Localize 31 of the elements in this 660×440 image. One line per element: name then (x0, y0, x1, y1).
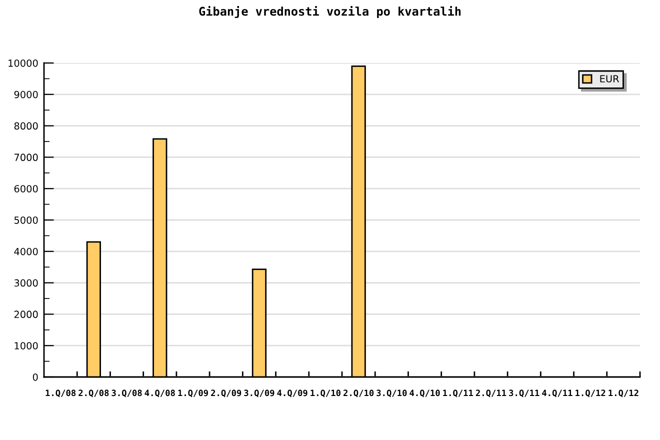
legend-label: EUR (600, 75, 620, 82)
x-tick-label: 4.Q/09 (277, 390, 308, 398)
x-tick-label: 1.Q/08 (46, 390, 76, 398)
y-tick-label: 9000 (14, 90, 38, 98)
x-tick-label: 3.Q/11 (509, 390, 540, 398)
y-tick-label: 3000 (14, 279, 38, 287)
x-tick-label: 4.Q/11 (542, 390, 572, 398)
y-tick-label: 6000 (14, 185, 38, 192)
x-tick-label: 3.Q/08 (112, 390, 142, 398)
x-tick-label: 2.Q/11 (476, 390, 506, 398)
x-tick-label: 1.Q/09 (178, 390, 208, 398)
x-tick-label: 1.Q/12 (576, 390, 606, 398)
y-tick-label: 4000 (14, 248, 38, 256)
x-tick-label: 1.Q/10 (310, 390, 340, 398)
x-tick-label: 1.Q/12 (608, 390, 638, 398)
y-tick-label: 5000 (14, 216, 38, 224)
x-tick-label: 2.Q/08 (78, 390, 109, 398)
x-tick-label: 2.Q/09 (211, 390, 242, 398)
x-tick-label: 3.Q/09 (244, 390, 274, 398)
x-tick-label: 2.Q/10 (343, 390, 374, 398)
y-tick-label: 1000 (14, 342, 38, 350)
x-tick-label: 3.Q/10 (376, 390, 407, 398)
y-tick-label: 0 (32, 373, 38, 381)
x-tick-label: 1.Q/11 (443, 390, 474, 398)
y-tick-label: 2000 (14, 310, 38, 318)
y-tick-label: 8000 (14, 122, 38, 130)
y-tick-label: 10000 (8, 59, 38, 67)
x-tick-label: 4.Q/08 (144, 390, 175, 398)
y-tick-label: 7000 (14, 154, 38, 162)
x-tick-label: 4.Q/10 (410, 390, 440, 398)
chart-title: Gibanje vrednosti vozila po kvartalih (199, 6, 461, 18)
